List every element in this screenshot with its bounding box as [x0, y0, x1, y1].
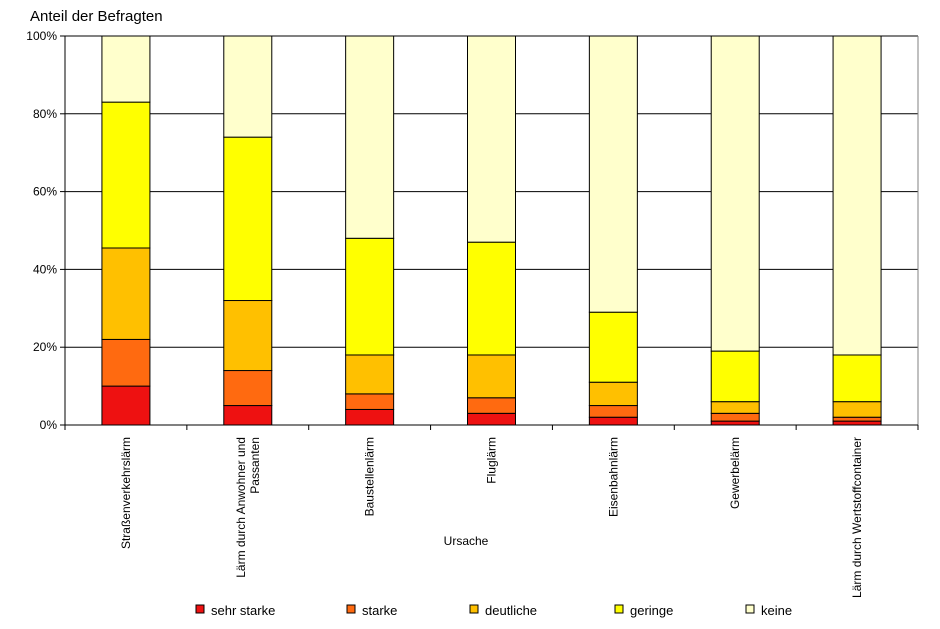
- legend-label: deutliche: [485, 603, 537, 618]
- x-category-label: Fluglärm: [485, 437, 499, 484]
- y-tick-label: 20%: [33, 340, 57, 354]
- legend-swatch-geringe: [614, 604, 624, 614]
- x-category-label: Passanten: [248, 437, 262, 494]
- y-tick-label: 0%: [40, 418, 58, 432]
- bar-segment-starke: [467, 397, 516, 414]
- bar-segment-keine: [832, 35, 882, 356]
- bar-segment-starke: [832, 416, 882, 422]
- y-tick-label: 80%: [33, 107, 57, 121]
- bar-segment-keine: [345, 35, 395, 239]
- bar-segment-starke: [710, 412, 760, 422]
- x-category-label: Eisenbahnlärm: [606, 437, 620, 517]
- bar-segment-sehr-starke: [101, 385, 151, 426]
- bar-segment-sehr-starke: [710, 420, 760, 426]
- bar-segment-starke: [588, 405, 638, 418]
- bar-segment-deutliche: [345, 354, 395, 395]
- bar-segment-geringe: [223, 136, 273, 302]
- bar-segment-sehr-starke: [467, 412, 516, 426]
- x-category-label: Straßenverkehrslärm: [119, 437, 133, 549]
- bar-segment-deutliche: [467, 354, 516, 399]
- bar-segment-geringe: [710, 350, 760, 403]
- bar-segment-sehr-starke: [832, 420, 882, 426]
- x-category-label: Lärm durch Anwohner und: [234, 437, 248, 578]
- legend-label: keine: [761, 603, 792, 618]
- bar-segment-geringe: [345, 237, 395, 356]
- y-tick-label: 100%: [26, 29, 57, 43]
- bar-segment-sehr-starke: [223, 405, 273, 426]
- chart-title: Anteil der Befragten: [30, 8, 163, 25]
- bar-segment-geringe: [101, 101, 151, 249]
- bar-segment-deutliche: [223, 300, 273, 372]
- bar-segment-keine: [223, 35, 273, 138]
- bar-segment-deutliche: [832, 401, 882, 418]
- legend-label: geringe: [630, 603, 673, 618]
- x-category-label: Baustellenlärm: [363, 437, 377, 516]
- bar-segment-geringe: [467, 241, 516, 356]
- bar-segment-keine: [467, 35, 516, 243]
- legend-label: sehr starke: [211, 603, 275, 618]
- legend-swatch-deutliche: [469, 604, 479, 614]
- bar-segment-deutliche: [710, 401, 760, 414]
- legend-label: starke: [362, 603, 397, 618]
- bar-segment-keine: [710, 35, 760, 352]
- bar-segment-sehr-starke: [588, 416, 638, 426]
- bar-segment-starke: [101, 338, 151, 387]
- bar-segment-geringe: [588, 311, 638, 383]
- y-tick-label: 60%: [33, 185, 57, 199]
- bar-segment-deutliche: [101, 247, 151, 340]
- bar-segment-deutliche: [588, 381, 638, 407]
- legend-swatch-sehr-starke: [195, 604, 205, 614]
- x-axis-title: Ursache: [444, 534, 489, 548]
- bar-segment-keine: [588, 35, 638, 313]
- y-tick-label: 40%: [33, 262, 57, 276]
- x-category-label: Lärm durch Wertstoffcontainer: [850, 437, 864, 598]
- bar-segment-keine: [101, 35, 151, 103]
- legend-swatch-starke: [346, 604, 356, 614]
- legend-swatch-keine: [745, 604, 755, 614]
- bar-segment-starke: [223, 370, 273, 407]
- bar-segment-geringe: [832, 354, 882, 403]
- x-category-label: Gewerbelärm: [728, 437, 742, 509]
- bar-segment-starke: [345, 393, 395, 410]
- bar-segment-sehr-starke: [345, 408, 395, 426]
